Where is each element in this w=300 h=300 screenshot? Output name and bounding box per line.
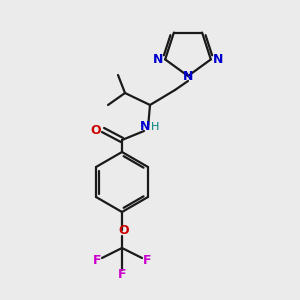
Text: N: N: [183, 70, 193, 83]
Text: F: F: [118, 268, 126, 281]
Text: N: N: [153, 53, 164, 66]
Text: N: N: [140, 121, 150, 134]
Text: H: H: [151, 122, 159, 132]
Text: F: F: [143, 254, 151, 266]
Text: O: O: [119, 224, 129, 238]
Text: F: F: [93, 254, 101, 266]
Text: N: N: [213, 53, 223, 66]
Text: O: O: [91, 124, 101, 136]
